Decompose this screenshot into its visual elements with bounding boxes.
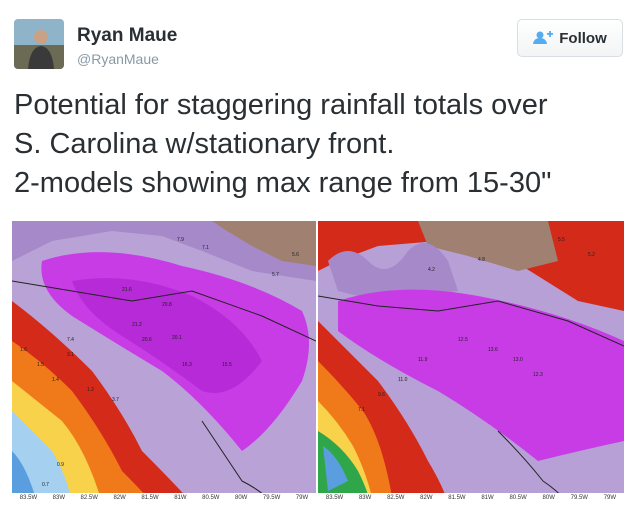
map-left-label: 1.4: [52, 377, 59, 383]
map-right-label: 13.0: [513, 357, 523, 363]
axis-tick: 83.5W: [325, 495, 344, 501]
avatar[interactable]: [14, 19, 64, 69]
axis-tick: 79.5W: [262, 495, 281, 501]
map-left-label: 21.2: [132, 322, 142, 328]
axis-tick: 81W: [481, 495, 494, 501]
axis-tick: 83W: [52, 495, 65, 501]
map-left-label: 3.7: [112, 397, 119, 403]
avatar-image: [14, 19, 64, 69]
map-left-label: 0.9: [57, 462, 64, 468]
display-name[interactable]: Ryan Maue: [77, 25, 178, 46]
map-left-label: 15.5: [222, 362, 232, 368]
axis-tick: 81W: [174, 495, 187, 501]
map-right-label: 11.9: [418, 357, 428, 363]
axis-tick: 83.5W: [19, 495, 38, 501]
user-handle[interactable]: @RyanMaue: [77, 51, 159, 67]
map-left-label: 16.3: [182, 362, 192, 368]
axis-tick: 82.5W: [387, 495, 405, 501]
map-left-label: 20.6: [142, 337, 152, 343]
map-left-label: 0.7: [42, 482, 49, 488]
follow-button[interactable]: Follow: [517, 19, 623, 57]
axis-tick: 79.5W: [570, 495, 588, 501]
axis-tick: 79W: [295, 495, 309, 501]
map-right-label: 9.6: [378, 392, 385, 398]
tweet-line-3: 2-models showing max range from 15-30": [14, 167, 552, 199]
map-left-label: 1.6: [20, 347, 27, 353]
map-right-label: 12.3: [533, 372, 543, 378]
rainfall-map-left[interactable]: 7.9 7.1 5.7 5.6 21.6 20.8 21.2 20.6 20.1…: [12, 221, 316, 503]
map-left-label: 7.9: [177, 237, 184, 243]
axis-tick: 82W: [420, 495, 433, 501]
map-left-label: 1.5: [37, 362, 44, 368]
map-right-label: 5.5: [558, 237, 565, 243]
map-left-label: 5.7: [272, 272, 279, 278]
tweet-line-2: S. Carolina w/stationary front.: [14, 128, 395, 160]
axis-tick: 79W: [603, 495, 617, 501]
tweet-text: Potential for staggering rainfall totals…: [14, 86, 624, 203]
map-left-longitude-axis: 83.5W 83W 82.5W 82W 81.5W 81W 80.5W 80W …: [12, 493, 316, 503]
map-left-label: 20.8: [162, 302, 172, 308]
map-left-label: 1.2: [87, 387, 94, 393]
map-right-label: 4.8: [478, 257, 485, 263]
follow-label: Follow: [559, 29, 607, 47]
map-right-label: 13.6: [488, 347, 498, 353]
map-right-label: 4.2: [428, 267, 435, 273]
axis-tick: 82.5W: [80, 495, 98, 501]
rainfall-map-right[interactable]: 5.5 5.2 4.8 4.2 12.5 13.6 13.0 12.3 11.9…: [318, 221, 624, 503]
map-right-label: 5.2: [588, 252, 595, 258]
axis-tick: 81.5W: [141, 495, 159, 501]
map-left-label: 21.6: [122, 287, 132, 293]
map-left-label: 7.1: [202, 245, 209, 251]
map-left-label: 7.4: [67, 337, 74, 343]
map-right-label: 11.0: [398, 377, 408, 383]
rainfall-map-right-image: 5.5 5.2 4.8 4.2 12.5 13.6 13.0 12.3 11.9…: [318, 221, 624, 503]
axis-tick: 80.5W: [509, 495, 527, 501]
axis-tick: 80W: [542, 495, 555, 501]
follow-user-icon: [533, 31, 554, 44]
axis-tick: 83W: [358, 495, 372, 501]
axis-tick: 81.5W: [448, 495, 466, 501]
map-right-label: 7.1: [358, 407, 365, 413]
map-left-label: 20.1: [172, 335, 182, 341]
map-left-label: 3.1: [67, 352, 74, 358]
axis-tick: 80.5W: [202, 495, 220, 501]
tweet-line-1: Potential for staggering rainfall totals…: [14, 89, 548, 121]
map-right-label: 12.5: [458, 337, 468, 343]
axis-tick: 80W: [235, 495, 248, 501]
rainfall-map-left-image: 7.9 7.1 5.7 5.6 21.6 20.8 21.2 20.6 20.1…: [12, 221, 316, 503]
map-right-longitude-axis: 83.5W 83W 82.5W 82W 81.5W 81W 80.5W 80W …: [318, 493, 624, 503]
axis-tick: 82W: [113, 495, 126, 501]
map-left-label: 5.6: [292, 252, 299, 258]
